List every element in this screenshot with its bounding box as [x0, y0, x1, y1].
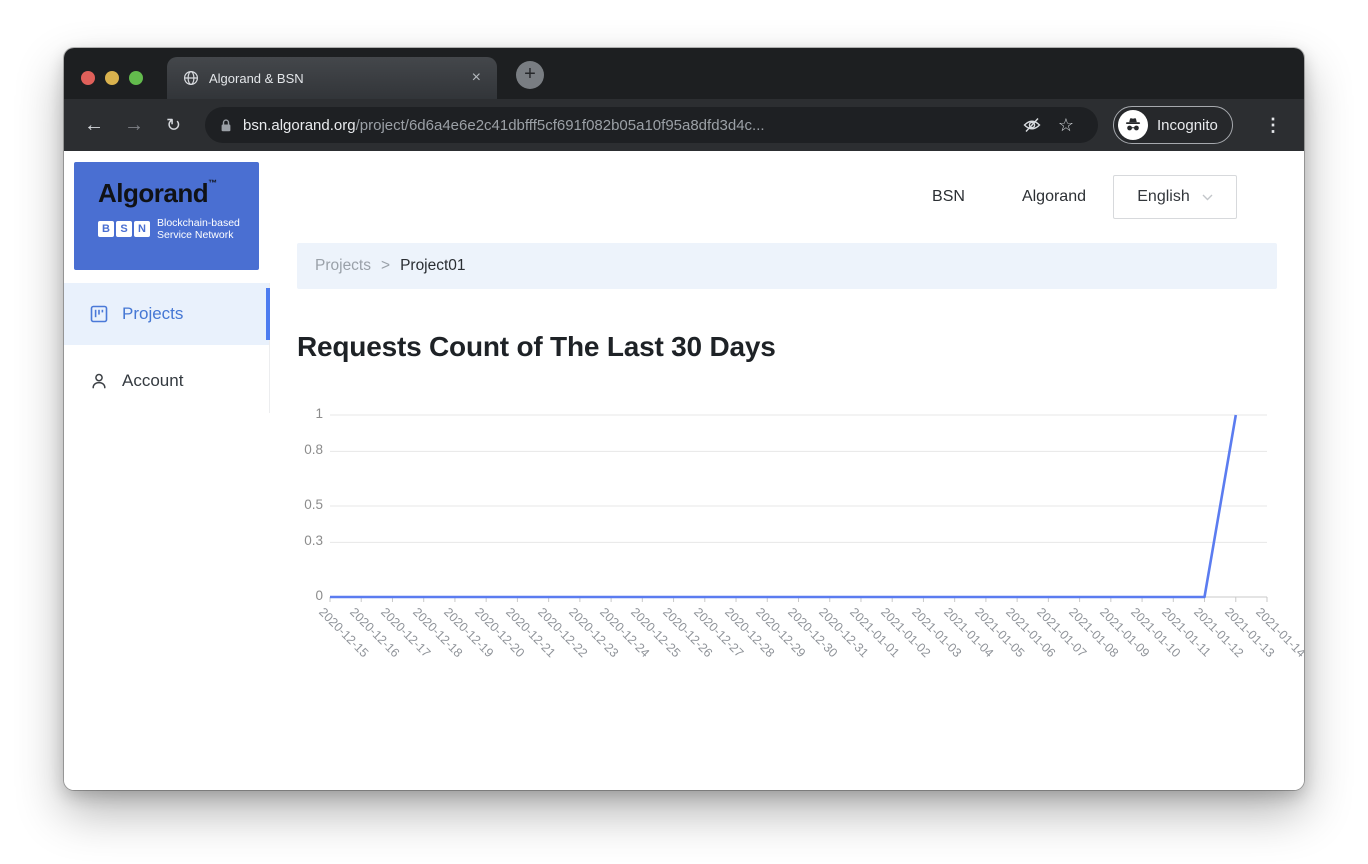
breadcrumb: Projects > Project01 [297, 243, 1277, 289]
url-text: bsn.algorand.org/project/6d6a4e6e2c41dbf… [243, 117, 1068, 134]
app-content: Algorand™ B S N Blockchain-based Service… [64, 151, 1304, 790]
algorand-wordmark: Algorand™ [98, 178, 217, 208]
sidebar-item-label: Account [122, 371, 184, 390]
page-title: Requests Count of The Last 30 Days [297, 331, 776, 362]
y-axis-label: 0.8 [304, 442, 323, 458]
browser-window: Algorand & BSN × + ← → ↻ bsn.algorand.or… [64, 48, 1304, 790]
eye-slash-icon[interactable] [1022, 107, 1042, 143]
bsn-letter-boxes: B S N [98, 221, 150, 238]
lock-icon [219, 118, 233, 133]
browser-tab[interactable]: Algorand & BSN × [167, 57, 497, 99]
forward-button[interactable]: → [124, 113, 144, 136]
breadcrumb-separator: > [381, 257, 391, 274]
globe-favicon-icon [183, 70, 199, 86]
minimize-window-button[interactable] [105, 71, 119, 85]
incognito-badge: Incognito [1113, 106, 1233, 144]
chart-canvas [329, 414, 1268, 602]
language-selector[interactable]: English [1113, 175, 1237, 219]
bsn-tagline: Blockchain-based Service Network [157, 217, 240, 242]
page-header: BSN Algorand English [297, 151, 1277, 243]
requests-line-series [330, 414, 1238, 599]
y-axis-label: 0.3 [304, 533, 323, 549]
browser-titlebar: Algorand & BSN × + [64, 48, 1304, 99]
new-tab-button[interactable]: + [516, 61, 544, 89]
y-axis-label: 0 [315, 588, 323, 603]
bookmark-star-icon[interactable]: ☆ [1057, 114, 1074, 135]
y-axis-label: 0.5 [304, 497, 323, 512]
sidebar: Algorand™ B S N Blockchain-based Service… [64, 151, 270, 790]
url-domain: bsn.algorand.org [243, 116, 356, 134]
back-button[interactable]: ← [84, 113, 104, 136]
url-path: /project/6d6a4e6e2c41dbfff5cf691f082b05a… [355, 116, 765, 134]
sidebar-item-account[interactable]: Account [64, 349, 269, 413]
sidebar-item-projects[interactable]: Projects [64, 283, 270, 345]
incognito-icon [1118, 110, 1148, 140]
header-link-bsn[interactable]: BSN [932, 188, 965, 205]
requests-chart: 0 0.3 0.5 0.8 1 2020-12-15 2020-12-16 2020-12-1… [297, 397, 1304, 697]
sidebar-item-label: Projects [122, 304, 184, 323]
tab-close-icon[interactable]: × [471, 69, 481, 86]
browser-menu-icon[interactable]: ⋮ [1264, 114, 1282, 135]
window-controls [81, 71, 143, 85]
close-window-button[interactable] [81, 71, 95, 85]
zoom-window-button[interactable] [129, 71, 143, 85]
header-link-algorand[interactable]: Algorand [1021, 188, 1086, 205]
browser-toolbar: ← → ↻ bsn.algorand.org/project/6d6a4e6e2… [64, 99, 1304, 151]
breadcrumb-projects[interactable]: Projects [315, 257, 371, 274]
incognito-label: Incognito [1157, 116, 1218, 134]
person-icon [90, 372, 108, 390]
address-bar[interactable]: bsn.algorand.org/project/6d6a4e6e2c41dbf… [205, 107, 1098, 143]
project-icon [90, 305, 108, 323]
breadcrumb-current: Project01 [400, 257, 466, 274]
y-axis-label: 1 [315, 406, 323, 421]
reload-button[interactable]: ↻ [166, 114, 182, 135]
main-panel: BSN Algorand English Projects > Project0… [270, 151, 1304, 790]
algorand-bsn-logo: Algorand™ B S N Blockchain-based Service… [74, 162, 259, 270]
sidebar-nav: Projects Account [64, 283, 270, 413]
language-selected-label: English [1137, 188, 1190, 205]
tab-title: Algorand & BSN [209, 70, 304, 86]
chevron-down-icon [1202, 194, 1213, 201]
